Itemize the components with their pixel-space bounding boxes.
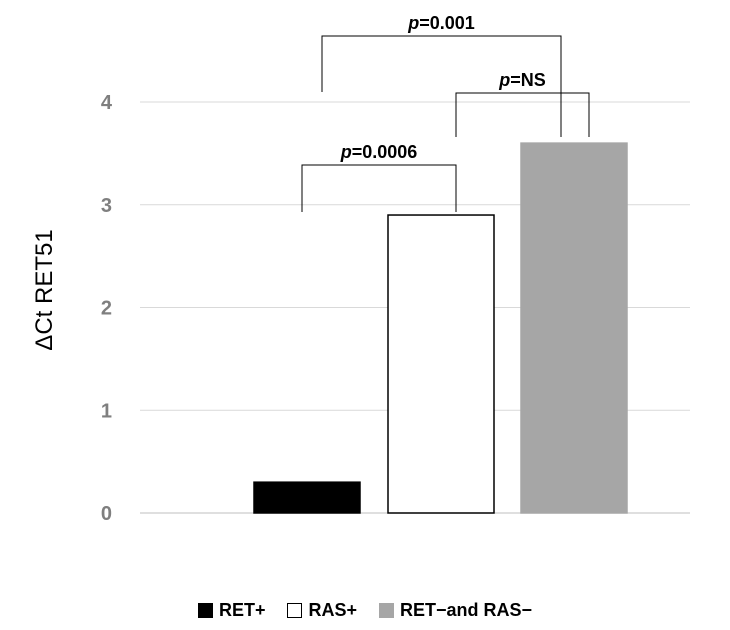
legend-label: RET−and RAS−	[400, 599, 533, 620]
bar-chart: 0 1 2 3 4 ΔCt RET51 p=0.0006 p=NS p=0.001	[31, 13, 690, 525]
legend-item-ret-positive: RET+	[197, 599, 266, 621]
y-tick-label: 4	[101, 92, 113, 114]
p-value-label: p=0.0006	[340, 142, 418, 162]
y-tick-label: 0	[101, 503, 112, 525]
y-tick-label: 3	[101, 195, 112, 217]
significance-bracket	[455, 92, 590, 137]
bars	[253, 142, 628, 514]
bar	[253, 481, 361, 514]
legend-swatch	[379, 602, 394, 618]
legend-label: RET+	[218, 599, 266, 620]
y-tick-label: 1	[101, 400, 112, 422]
p-value-label: p=0.001	[407, 13, 475, 33]
y-tick-labels: 0 1 2 3 4	[101, 92, 113, 525]
legend-swatch	[197, 602, 213, 618]
legend: RET+ RAS+ RET−and RAS−	[0, 596, 730, 624]
p-value-label: p=NS	[498, 70, 546, 90]
legend-label: RAS+	[308, 599, 357, 620]
y-tick-label: 2	[101, 298, 112, 320]
bar	[387, 214, 495, 514]
legend-item-ras-positive: RAS+	[287, 600, 357, 621]
significance-brackets: p=0.0006 p=NS p=0.001	[301, 13, 590, 212]
significance-bracket	[301, 164, 457, 212]
significance-bracket	[321, 35, 562, 137]
legend-swatch	[287, 602, 303, 618]
y-axis-label: ΔCt RET51	[31, 229, 58, 350]
bar	[520, 142, 628, 514]
legend-item-ret-and-ras-negative: RET−and RAS−	[379, 600, 532, 621]
